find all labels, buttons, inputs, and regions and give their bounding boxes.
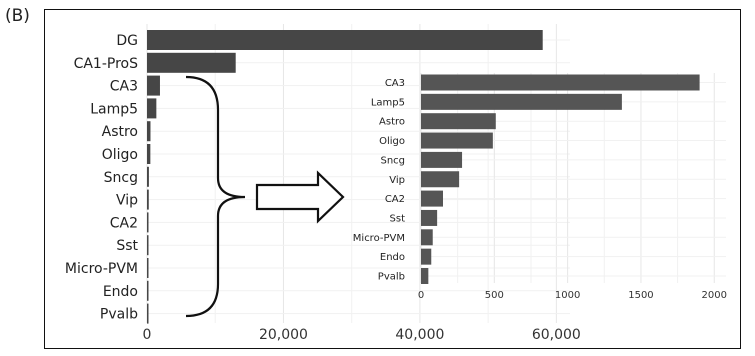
main-x-tick-labels: 0 20,000 40,000 60,000 <box>143 327 581 343</box>
main-bar-micro-pvm <box>147 258 149 278</box>
main-category-label-ca3: CA3 <box>110 79 138 95</box>
inset-bar-lamp5 <box>421 93 622 110</box>
main-bar-pvalb <box>147 303 149 324</box>
main-bar-sncg <box>147 166 149 187</box>
inset-bar-sncg <box>421 151 463 168</box>
main-category-label-endo: Endo <box>103 284 138 300</box>
main-x-tick-label: 20,000 <box>259 327 308 343</box>
inset-x-tick-label: 1500 <box>628 290 653 301</box>
main-category-label-vip: Vip <box>116 193 138 209</box>
inset-bar-ca2 <box>421 190 443 207</box>
main-category-label-astro: Astro <box>102 124 138 140</box>
right-arrow-annotation <box>255 170 345 224</box>
main-bar-vip <box>147 189 149 210</box>
inset-bar-astro <box>421 113 496 130</box>
inset-bar-sst <box>421 209 438 226</box>
inset-category-label-micro-pvm: Micro-PVM <box>353 233 405 244</box>
inset-category-label-ca3: CA3 <box>385 78 405 89</box>
main-x-tick-label: 40,000 <box>395 327 444 343</box>
main-category-label-oligo: Oligo <box>102 147 138 163</box>
inset-bar-micro-pvm <box>421 229 433 246</box>
main-x-tick-label: 0 <box>143 327 152 343</box>
main-bar-sst <box>147 235 149 256</box>
inset-category-label-lamp5: Lamp5 <box>371 97 405 108</box>
inset-x-tick-labels: 0 500 1000 1500 2000 <box>418 290 727 301</box>
inset-category-labels: CA3 Lamp5 Astro Oligo Sncg Vip CA2 Sst Micro-PVM… <box>353 78 405 283</box>
inset-category-label-endo: Endo <box>380 252 405 263</box>
main-category-label-dg: DG <box>116 33 138 49</box>
main-category-label-sncg: Sncg <box>104 170 138 186</box>
figure-frame <box>44 9 741 349</box>
main-bar-astro <box>147 121 151 142</box>
main-category-label-ca2: CA2 <box>110 215 138 231</box>
main-x-tick-label: 60,000 <box>532 327 581 343</box>
main-bar-dg <box>147 30 543 50</box>
main-bar-endo <box>147 280 149 301</box>
inset-x-tick-label: 2000 <box>702 290 727 301</box>
inset-x-tick-label: 1000 <box>555 290 580 301</box>
main-category-label-pvalb: Pvalb <box>100 307 138 323</box>
main-bars <box>147 30 543 324</box>
main-category-label-lamp5: Lamp5 <box>90 101 138 117</box>
main-category-label-sst: Sst <box>116 238 138 254</box>
inset-bars <box>421 74 700 284</box>
curly-brace-annotation <box>185 75 246 318</box>
inset-gridlines <box>420 73 726 283</box>
inset-category-label-astro: Astro <box>379 117 405 128</box>
inset-category-label-sst: Sst <box>390 213 406 224</box>
panel-label: (B) <box>5 6 30 26</box>
main-category-label-ca1-pros: CA1-ProS <box>74 56 139 72</box>
main-bar-ca2 <box>147 212 149 233</box>
inset-bar-vip <box>421 171 460 188</box>
inset-category-label-sncg: Sncg <box>380 155 405 166</box>
inset-category-label-oligo: Oligo <box>379 136 405 147</box>
main-bar-oligo <box>147 144 151 164</box>
inset-bar-pvalb <box>421 268 429 284</box>
inset-x-tick-label: 500 <box>485 290 504 301</box>
inset-bar-oligo <box>421 132 493 149</box>
inset-x-tick-label: 0 <box>418 290 424 301</box>
inset-category-label-pvalb: Pvalb <box>378 272 405 283</box>
main-category-label-micro-pvm: Micro-PVM <box>65 261 138 277</box>
main-bar-ca3 <box>147 75 160 96</box>
inset-bar-ca3 <box>421 74 700 91</box>
main-bar-lamp5 <box>147 98 157 119</box>
main-bar-ca1-pros <box>147 52 236 73</box>
inset-bar-endo <box>421 248 432 265</box>
main-category-labels: DG CA1-ProS CA3 Lamp5 Astro Oligo Sncg Vip CA2 Ss… <box>65 33 139 323</box>
inset-category-label-vip: Vip <box>389 175 405 186</box>
inset-category-label-ca2: CA2 <box>385 194 405 205</box>
